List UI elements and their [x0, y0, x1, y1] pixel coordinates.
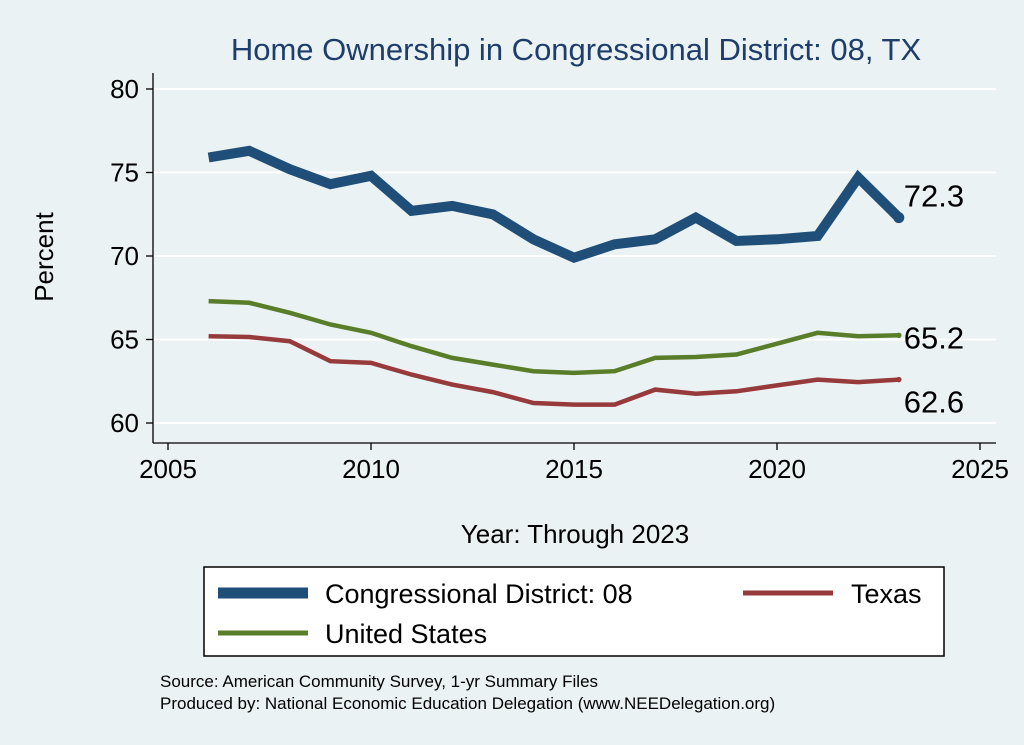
- producer-note: Produced by: National Economic Education…: [160, 694, 775, 713]
- x-tick-label: 2025: [951, 454, 1009, 484]
- legend-label-texas: Texas: [851, 579, 922, 609]
- end-value-label: 62.6: [904, 385, 964, 420]
- series-line-texas: [208, 333, 899, 407]
- series-lines: [207, 145, 905, 407]
- legend-box: [203, 566, 945, 657]
- chart-title: Home Ownership in Congressional District…: [231, 32, 922, 67]
- y-tick-label: 65: [110, 325, 139, 355]
- end-labels: 72.3 62.6 65.2: [904, 179, 964, 420]
- y-tick-label: 70: [110, 241, 139, 271]
- source-note: Source: American Community Survey, 1-yr …: [160, 672, 598, 691]
- y-tick-label: 80: [110, 74, 139, 104]
- y-tick-label: 60: [110, 408, 139, 438]
- y-axis-title: Percent: [29, 211, 59, 301]
- legend-label-us: United States: [325, 619, 487, 649]
- series-line-united-states: [208, 298, 899, 376]
- end-value-label: 72.3: [904, 179, 964, 214]
- legend: Congressional District: 08 Texas United …: [203, 566, 945, 657]
- x-tick-label: 2015: [545, 454, 603, 484]
- x-tick-label: 2005: [139, 454, 197, 484]
- series-end-point: [893, 212, 905, 224]
- series-end-point: [896, 376, 902, 383]
- x-axis-title: Year: Through 2023: [461, 519, 689, 549]
- series-end-point: [896, 332, 902, 339]
- legend-label-district: Congressional District: 08: [325, 579, 633, 609]
- x-tick-label: 2020: [748, 454, 806, 484]
- end-value-label: 65.2: [904, 320, 964, 355]
- axes: 60 65 70 75 80 2005 2010 2015 2020 2025: [110, 73, 1009, 484]
- x-tick-label: 2010: [342, 454, 400, 484]
- series-line-district: [207, 145, 903, 264]
- y-tick-label: 75: [110, 158, 139, 188]
